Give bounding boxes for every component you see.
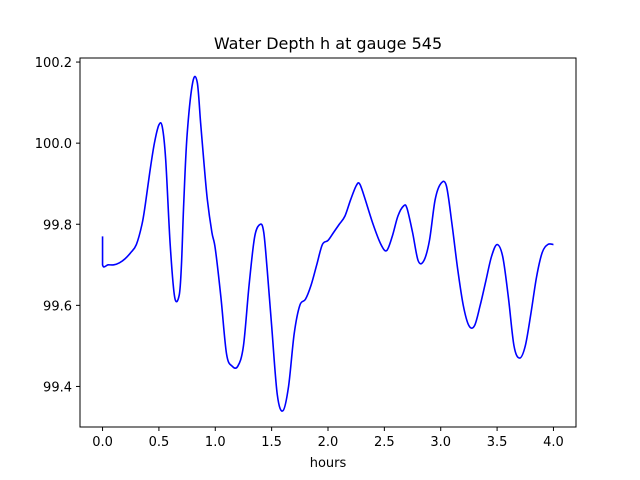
chart-title: Water Depth h at gauge 545 <box>214 34 442 53</box>
x-tick-label: 2.0 <box>318 435 339 450</box>
x-tick-label: 3.0 <box>430 435 451 450</box>
y-axis-ticks: 99.4 99.6 99.8 100.0 100.2 <box>35 56 80 395</box>
x-tick-label: 3.5 <box>487 435 508 450</box>
x-tick-label: 0.0 <box>92 435 113 450</box>
x-tick-label: 4.0 <box>543 435 564 450</box>
plot-layer <box>101 75 554 412</box>
x-axis-label: hours <box>310 456 347 471</box>
y-tick-label: 99.8 <box>43 218 72 233</box>
x-tick-label: 0.5 <box>149 435 170 450</box>
x-tick-label: 1.5 <box>261 435 282 450</box>
series-line-0 <box>101 75 554 412</box>
y-tick-label: 100.2 <box>35 56 72 71</box>
y-tick-label: 99.4 <box>43 380 72 395</box>
x-tick-label: 2.5 <box>374 435 395 450</box>
x-tick-label: 1.0 <box>205 435 226 450</box>
y-tick-label: 99.6 <box>43 299 72 314</box>
x-axis-ticks: 0.0 0.5 1.0 1.5 2.0 2.5 3.0 3.5 4.0 <box>92 427 564 450</box>
y-tick-label: 100.0 <box>35 137 72 152</box>
axes-frame <box>79 57 577 428</box>
